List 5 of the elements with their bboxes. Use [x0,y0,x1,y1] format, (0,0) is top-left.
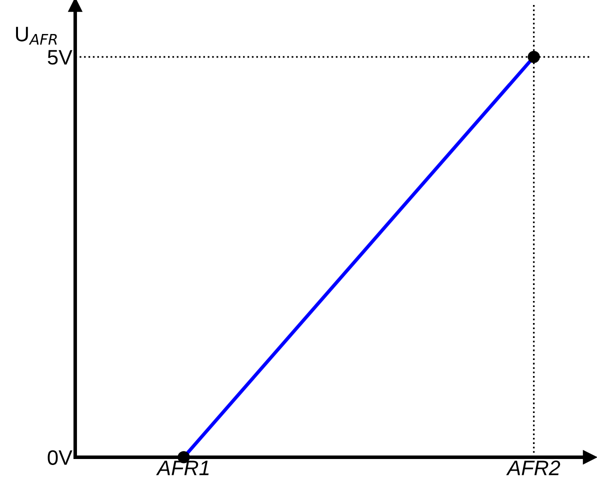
x-tick-label: AFR2 [506,460,560,476]
x-tick-label: AFR1 [156,460,209,476]
y-axis-title: U$_{AFR}$ [16,26,57,45]
y-tick-label: 5V [48,50,72,65]
y-tick-label: 0V [48,450,72,465]
